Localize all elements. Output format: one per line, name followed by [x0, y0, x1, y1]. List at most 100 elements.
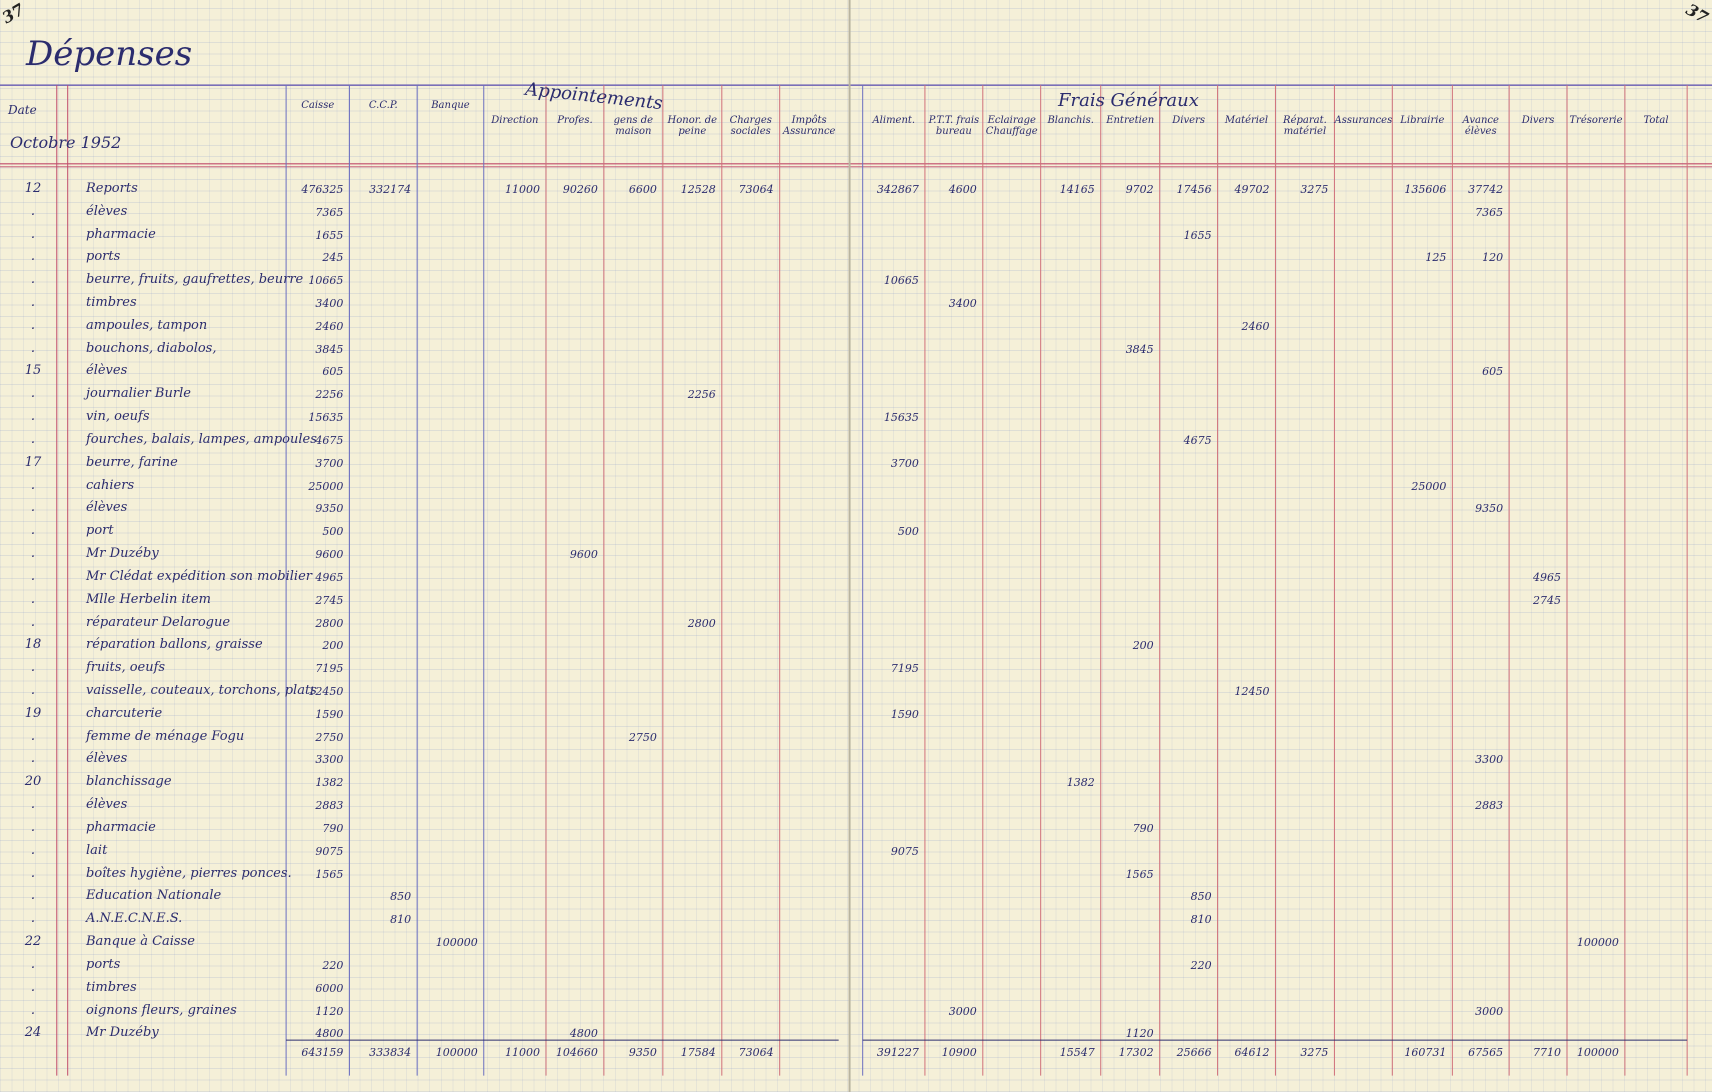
- column-header: Direction: [491, 115, 539, 126]
- row-label: vin, oeufs: [86, 409, 150, 425]
- amount: 332174: [369, 182, 412, 196]
- amount: 100000: [435, 936, 478, 950]
- row-date: .: [30, 568, 36, 584]
- amount: 3700: [315, 456, 344, 470]
- total-amount: 17584: [680, 1046, 716, 1060]
- amount: 2750: [315, 730, 344, 744]
- amount: 12528: [680, 182, 716, 196]
- amount: 49702: [1234, 182, 1270, 196]
- amount: 9350: [1475, 502, 1504, 516]
- amount: 605: [1482, 365, 1504, 379]
- row-date: .: [30, 888, 36, 904]
- row-date: 20: [24, 774, 42, 790]
- row-date: 12: [24, 180, 42, 196]
- row-date: .: [30, 751, 36, 767]
- amount: 9075: [315, 844, 344, 858]
- row-label: Mr Clédat expédition son mobilier: [86, 568, 312, 584]
- amount: 2256: [687, 388, 716, 402]
- column-header: Librairie: [1400, 115, 1445, 126]
- column-header: C.C.P.: [368, 100, 398, 111]
- total-amount: 11000: [504, 1046, 540, 1060]
- row-label: élèves: [86, 363, 128, 379]
- amount: 3700: [890, 456, 919, 470]
- amount: 476325: [301, 182, 344, 196]
- amount: 9075: [890, 844, 919, 858]
- amount: 9350: [315, 502, 344, 516]
- amount: 2745: [315, 593, 344, 607]
- total-amount: 333834: [369, 1046, 412, 1060]
- amount: 10665: [883, 274, 919, 288]
- amount: 790: [1132, 821, 1154, 835]
- column-header: Avance élèves: [1462, 115, 1499, 137]
- amount: 850: [390, 890, 412, 904]
- amount: 3400: [948, 297, 977, 311]
- row-label: réparateur Delarogue: [86, 614, 231, 630]
- column-header: Divers: [1172, 115, 1205, 126]
- row-label: Mlle Herbelin item: [86, 591, 211, 607]
- amount: 37742: [1468, 182, 1504, 196]
- row-label: oignons fleurs, graines: [86, 1002, 237, 1018]
- total-amount: 73064: [738, 1046, 774, 1060]
- row-date: 22: [24, 934, 42, 950]
- column-header: Matériel: [1224, 115, 1269, 126]
- row-date: .: [30, 386, 36, 402]
- amount: 7365: [1475, 205, 1504, 219]
- column-header: Divers: [1521, 115, 1555, 126]
- row-date: .: [30, 500, 36, 516]
- row-date: .: [30, 295, 36, 311]
- amount: 2800: [687, 616, 716, 630]
- amount: 1382: [315, 776, 344, 790]
- row-label: ampoules, tampon: [86, 317, 208, 333]
- row-label: pharmacie: [86, 819, 156, 835]
- amount: 810: [390, 913, 412, 927]
- row-label: Reports: [86, 180, 138, 196]
- amount: 2883: [315, 799, 344, 813]
- row-date: .: [30, 340, 36, 356]
- row-label: fruits, oeufs: [86, 660, 166, 676]
- row-date: .: [30, 546, 36, 562]
- amount: 342867: [876, 182, 919, 196]
- row-date: .: [30, 660, 36, 676]
- row-date: .: [30, 728, 36, 744]
- amount: 2750: [628, 730, 657, 744]
- amount: 6600: [628, 182, 657, 196]
- amount: 3275: [1300, 182, 1329, 196]
- amount: 790: [322, 821, 344, 835]
- total-amount: 391227: [876, 1046, 919, 1060]
- row-label: beurre, farine: [86, 454, 178, 470]
- row-label: fourches, balais, lampes, ampoules: [86, 431, 317, 447]
- column-header: Caisse: [301, 100, 335, 111]
- amount: 9600: [569, 548, 598, 562]
- row-date: .: [30, 317, 36, 333]
- amount: 3000: [1475, 1004, 1504, 1018]
- column-header: Assurances: [1334, 115, 1393, 126]
- column-header: gens de maison: [613, 115, 654, 137]
- row-date: .: [30, 865, 36, 881]
- amount: 4800: [569, 1027, 598, 1041]
- row-date: .: [30, 226, 36, 242]
- amount: 605: [322, 365, 344, 379]
- column-header: Blanchis.: [1047, 115, 1094, 126]
- row-label: lait: [86, 842, 108, 858]
- amount: 200: [322, 639, 344, 653]
- amount: 3845: [1125, 342, 1154, 356]
- amount: 1655: [1183, 228, 1212, 242]
- row-label: timbres: [86, 295, 137, 311]
- row-date: .: [30, 249, 36, 265]
- amount: 6000: [315, 981, 344, 995]
- row-label: beurre, fruits, gaufrettes, beurre: [86, 272, 304, 288]
- amount: 1120: [1125, 1027, 1154, 1041]
- row-date: .: [30, 1002, 36, 1018]
- total-amount: 100000: [435, 1046, 478, 1060]
- column-header: Eclairage Chauffage: [985, 115, 1038, 137]
- amount: 2883: [1475, 799, 1504, 813]
- month-header: Octobre 1952: [10, 133, 122, 152]
- amount: 2256: [315, 388, 344, 402]
- row-label: femme de ménage Fogu: [86, 728, 245, 744]
- row-label: Mr Duzéby: [86, 1025, 159, 1041]
- amount: 9702: [1125, 182, 1154, 196]
- amount: 245: [322, 251, 344, 265]
- amount: 3300: [315, 753, 344, 767]
- row-date: .: [30, 409, 36, 425]
